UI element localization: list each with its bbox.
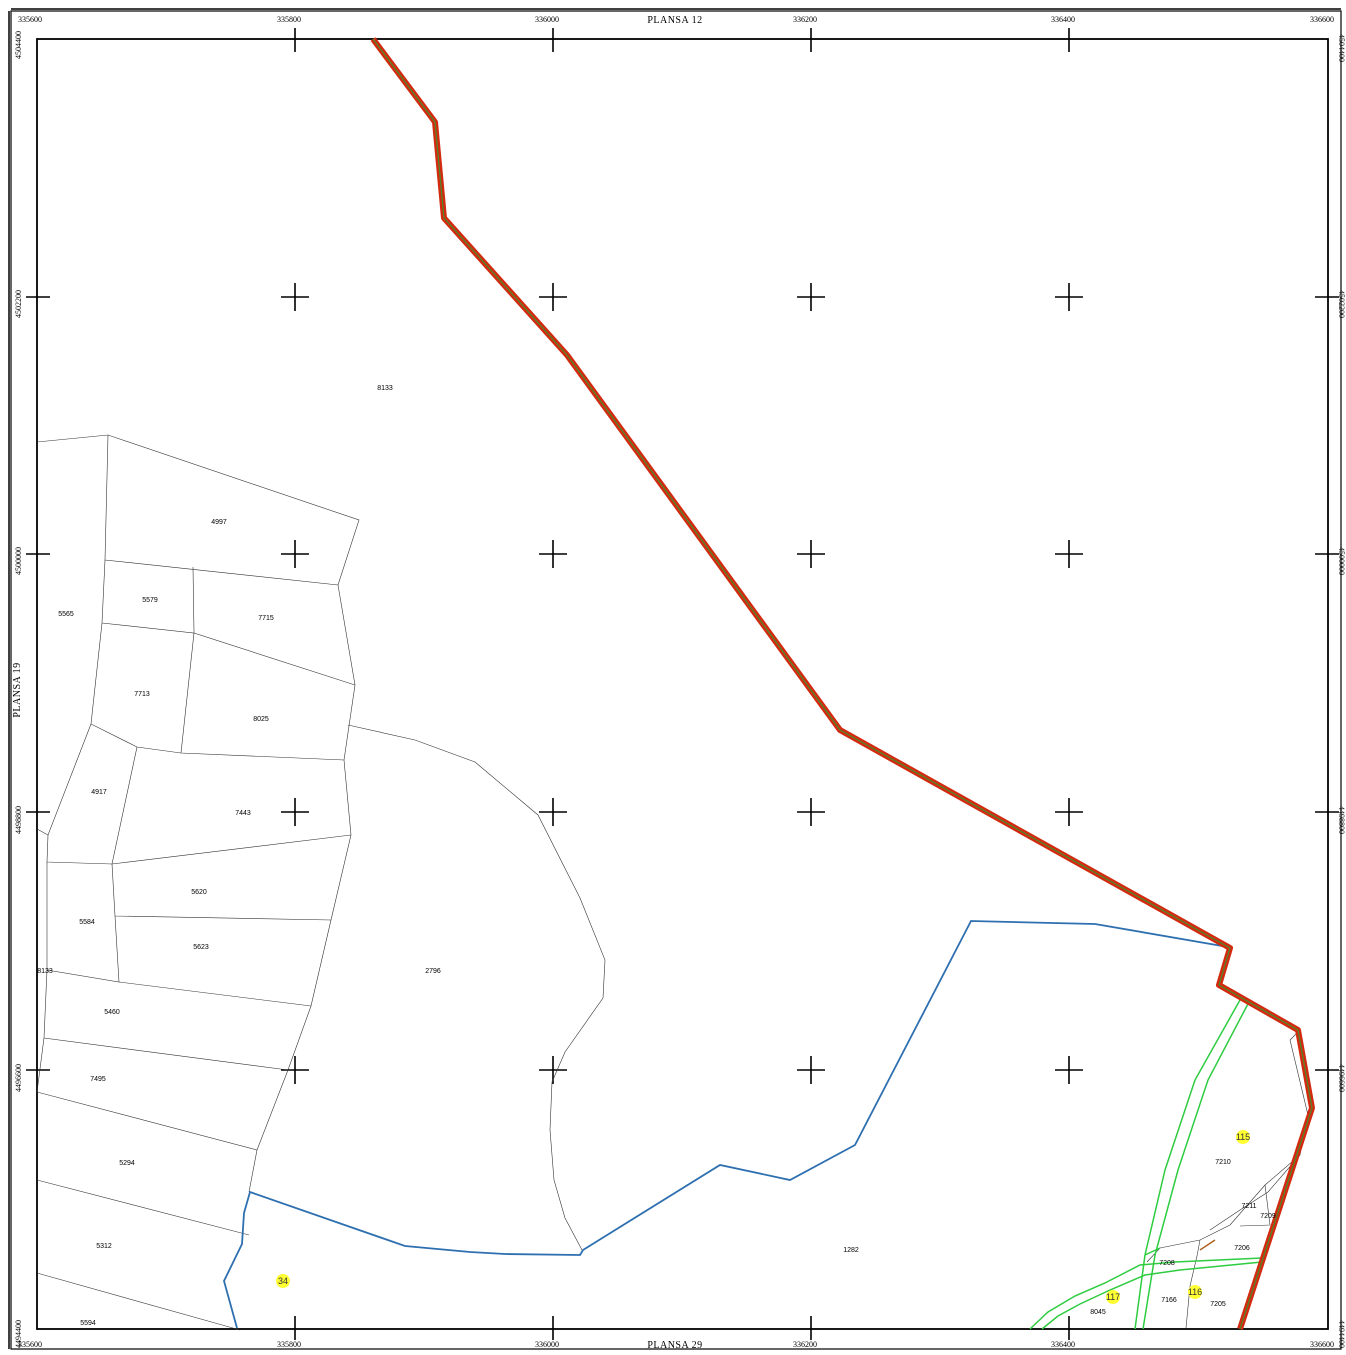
marker-34-dot <box>276 1274 290 1288</box>
marker-115: 115 <box>1236 1132 1250 1142</box>
parcel-label: 4997 <box>211 519 227 526</box>
sheet-label-top: PLANSA 12 <box>647 15 702 26</box>
parcel-label: 5623 <box>193 944 209 951</box>
parcel-label: 8133 <box>37 968 53 975</box>
parcel-label: 7715 <box>258 615 274 622</box>
parcel-label: 8045 <box>1090 1309 1106 1316</box>
marker-116: 116 <box>1188 1287 1202 1297</box>
parcel-label: 2796 <box>425 968 441 975</box>
coord-top-x4: 336200 <box>793 15 817 24</box>
parcel-label: 8133 <box>377 385 393 392</box>
coord-right-y6: 4494400 <box>1337 1320 1346 1348</box>
parcel-labels: 8133 4997 5565 5579 7715 7713 8025 4917 … <box>37 385 1276 1327</box>
parcel-label: 5460 <box>104 1009 120 1016</box>
parcel-label: 7211 <box>1241 1203 1256 1210</box>
coord-right-y2: 4502200 <box>1337 290 1346 318</box>
marker-116-dot <box>1188 1285 1202 1299</box>
coord-bottom-x3: 336000 <box>535 1340 559 1349</box>
parcel-label: 7208 <box>1159 1260 1175 1267</box>
parcel-label: 1282 <box>843 1247 859 1254</box>
parcel-label: 5594 <box>80 1320 96 1327</box>
parcel-label: 5294 <box>119 1160 135 1167</box>
coord-bottom-x6: 336600 <box>1310 1340 1334 1349</box>
marker-115-dot <box>1236 1130 1250 1144</box>
map-frame <box>36 38 1329 1330</box>
marker-34: 34 <box>278 1276 288 1286</box>
parcel-label: 7443 <box>235 810 251 817</box>
parcel-label: 7210 <box>1215 1159 1231 1166</box>
parcel-label: 5565 <box>58 611 74 618</box>
coord-right-y4: 4498800 <box>1337 806 1346 834</box>
red-boundary <box>370 37 1315 1330</box>
parcel-label: 7205 <box>1210 1301 1226 1308</box>
coord-top-x2: 335800 <box>277 15 301 24</box>
blue-boundary-line <box>223 920 1229 1329</box>
parcel-label: 8025 <box>253 716 269 723</box>
parcel-label: 7166 <box>1161 1297 1177 1304</box>
coord-left-y1: 4504400 <box>14 31 23 59</box>
coord-bottom-x1: 335600 <box>18 1340 42 1349</box>
parcel-label: 7206 <box>1234 1245 1250 1252</box>
coord-top-x1: 335600 <box>18 15 42 24</box>
markers: 34 115 117 116 <box>276 1130 1250 1304</box>
parcel-label: 5579 <box>142 597 158 604</box>
coord-right-y1: 4504400 <box>1337 34 1346 62</box>
coord-left-y4: 4498800 <box>14 806 23 834</box>
coord-left-y6: 4494400 <box>14 1320 23 1348</box>
coord-left-y5: 4496600 <box>14 1064 23 1092</box>
parcel-label: 5584 <box>79 919 95 926</box>
coord-bottom-x2: 335800 <box>277 1340 301 1349</box>
marker-117: 117 <box>1106 1292 1120 1302</box>
sheet-outer-frame <box>10 10 1342 1350</box>
green-road <box>1029 999 1263 1330</box>
coord-bottom-x5: 336400 <box>1051 1340 1075 1349</box>
coord-left-y3: 4500000 <box>14 547 23 575</box>
parcel-label: 5620 <box>191 889 207 896</box>
coord-bottom-x4: 336200 <box>793 1340 817 1349</box>
parcel-boundaries <box>36 434 1309 1331</box>
parcel-label: 7713 <box>134 691 150 698</box>
coord-right-y5: 4496600 <box>1337 1064 1346 1092</box>
coord-top-x5: 336400 <box>1051 15 1075 24</box>
sheet-label-bottom: PLANSA 29 <box>647 1340 702 1351</box>
coord-right-y3: 4500000 <box>1337 547 1346 575</box>
grid-crosses <box>26 28 1339 1340</box>
parcel-label: 7495 <box>90 1076 106 1083</box>
parcel-label: 4917 <box>91 789 107 796</box>
coord-top-x3: 336000 <box>535 15 559 24</box>
parcel-label: 5312 <box>96 1243 112 1250</box>
marker-117-dot <box>1106 1290 1120 1304</box>
coord-left-y2: 4502200 <box>14 290 23 318</box>
parcel-label: 7209 <box>1260 1213 1276 1220</box>
sheet-label-left: PLANSA 19 <box>12 662 23 717</box>
small-brown-segment <box>1199 1239 1216 1251</box>
coord-top-x6: 336600 <box>1310 15 1334 24</box>
